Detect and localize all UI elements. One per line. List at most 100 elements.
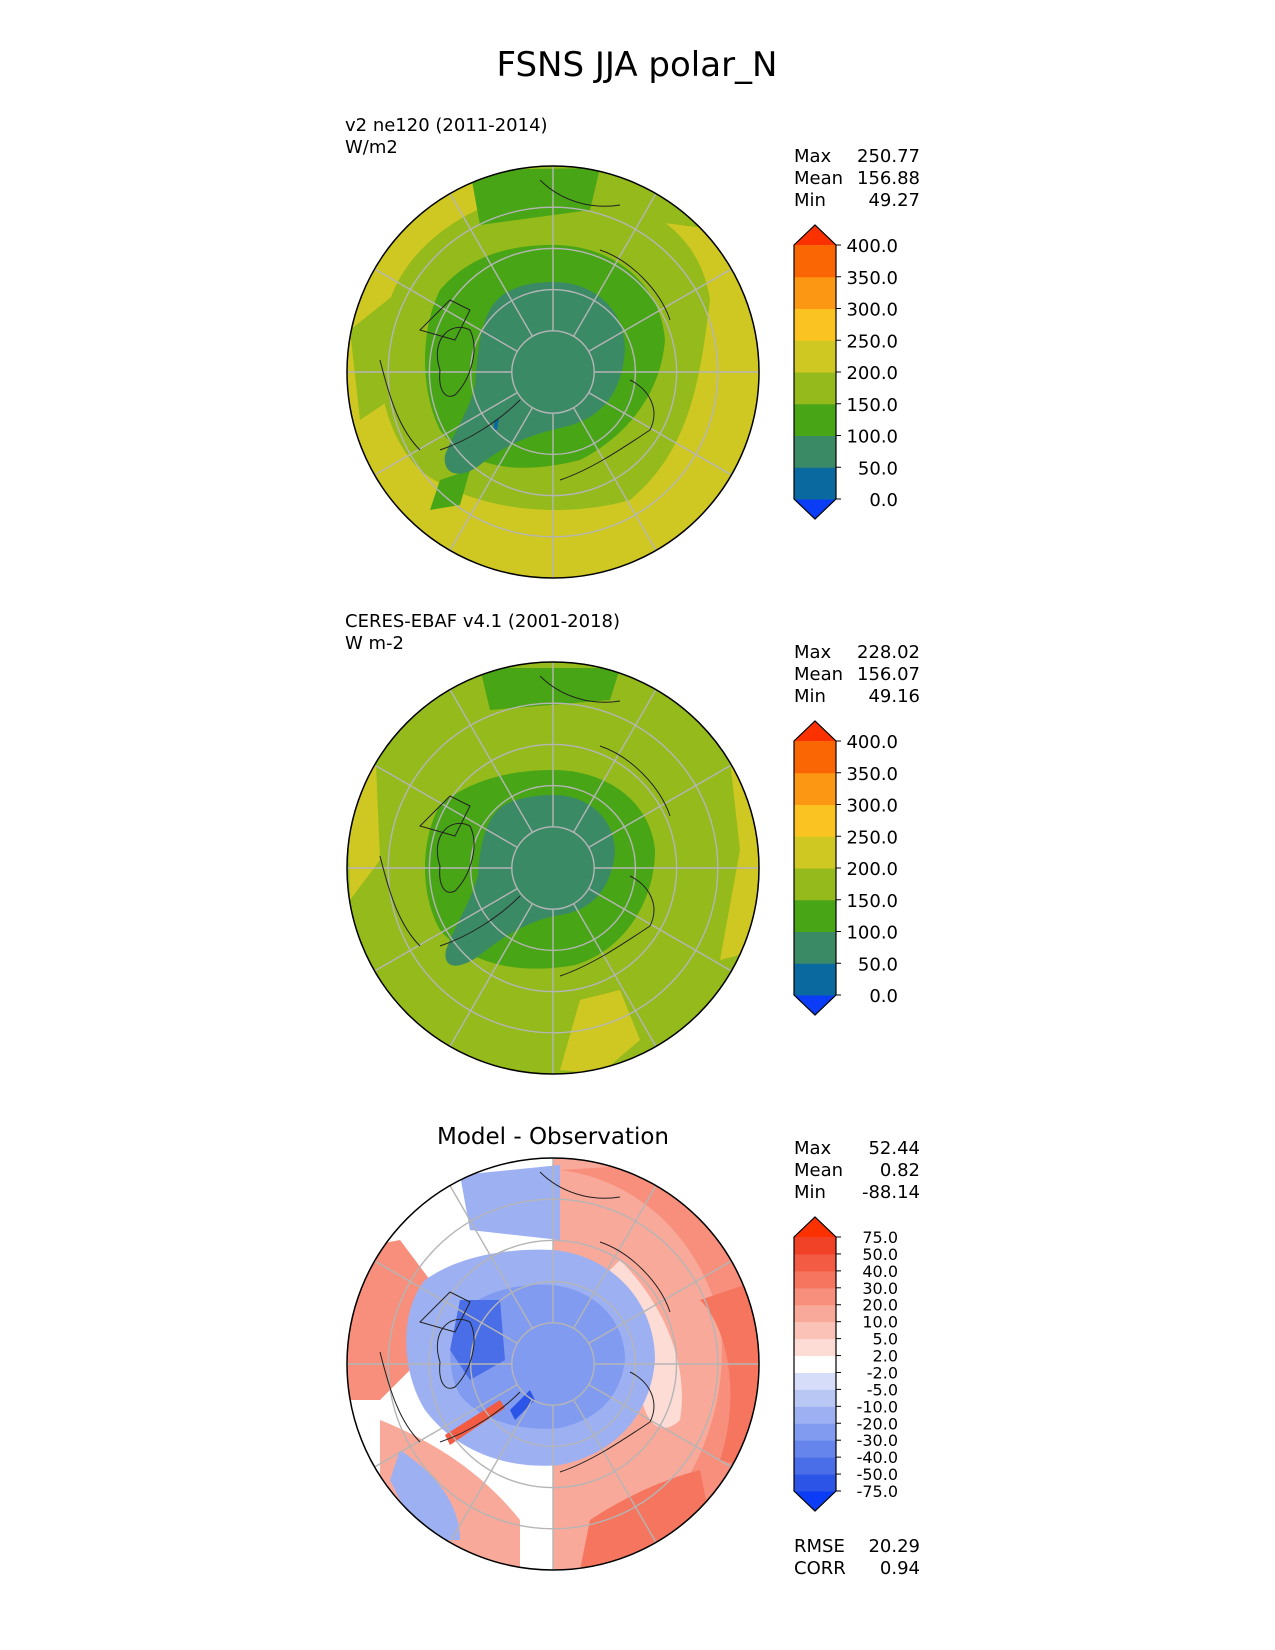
meridian-line bbox=[374, 268, 518, 353]
colorbar-segment bbox=[794, 467, 836, 500]
colorbar-segment bbox=[794, 245, 836, 278]
colorbar-tick-label: 350.0 bbox=[846, 268, 898, 289]
panel-reference-max-value: 228.02 bbox=[857, 642, 920, 663]
panel-reference-colorbar: 0.0 50.0 100.0 150.0 200.0 250.0 300.0 350.0 400… bbox=[793, 720, 898, 1016]
meridian-line bbox=[374, 391, 518, 476]
coastline bbox=[436, 1318, 475, 1389]
colorbar-segment bbox=[794, 1474, 836, 1492]
colorbar-tick-label: 300.0 bbox=[846, 300, 898, 321]
coastline bbox=[539, 179, 671, 321]
colorbar-segment bbox=[794, 372, 836, 405]
colorbar-tick-label: 5.0 bbox=[873, 1330, 898, 1349]
colorbar-tick-label: 20.0 bbox=[862, 1296, 898, 1315]
coastline bbox=[539, 675, 671, 817]
panel-test-mean-label: Mean bbox=[794, 168, 843, 189]
colorbar-segment bbox=[794, 308, 836, 341]
colorbar-tick-label: -40.0 bbox=[857, 1448, 898, 1467]
meridian-line bbox=[374, 1260, 518, 1345]
colorbar-tick-label: -2.0 bbox=[867, 1364, 898, 1383]
meridian-line bbox=[588, 391, 732, 476]
meridian-line bbox=[449, 689, 534, 833]
meridian-line bbox=[588, 268, 732, 353]
panel-diff-rmse-label: RMSE bbox=[794, 1536, 845, 1557]
colorbar-segment bbox=[794, 1372, 836, 1390]
panel-diff-boundary bbox=[346, 1157, 760, 1571]
coastline bbox=[379, 855, 655, 947]
colorbar-tick-label: 250.0 bbox=[846, 331, 898, 352]
meridian-line bbox=[374, 887, 518, 972]
colorbar-tick-label: 75.0 bbox=[862, 1228, 898, 1247]
colorbar-tick-label: 400.0 bbox=[846, 236, 898, 257]
map-graticule-1 bbox=[347, 662, 759, 1074]
panel-diff: Model - Observation Max 52.44 Mean 0.82 … bbox=[346, 1124, 920, 1579]
panel-test-title: v2 ne120 (2011-2014) bbox=[345, 115, 548, 136]
colorbar-segment bbox=[794, 1270, 836, 1289]
colorbar-segment bbox=[794, 403, 836, 436]
coastline bbox=[419, 795, 471, 837]
colorbar-segment bbox=[794, 1237, 836, 1255]
colorbar-segment bbox=[794, 868, 836, 901]
meridian-line bbox=[572, 193, 657, 337]
panel-diff-colorbar: -75.0-50.0-40.0-30.0-20.0-10.0-5.0-2.02.… bbox=[793, 1216, 898, 1512]
panel-test-mean-value: 156.88 bbox=[857, 168, 920, 189]
colorbar-extension-min bbox=[794, 995, 836, 1015]
colorbar-tick-label: 50.0 bbox=[858, 954, 898, 975]
panel-diff-corr-value: 0.94 bbox=[880, 1558, 920, 1579]
colorbar-tick-label: 100.0 bbox=[846, 923, 898, 944]
panel-reference-min-label: Min bbox=[794, 686, 826, 707]
panel-diff-min-label: Min bbox=[794, 1182, 826, 1203]
colorbar-segment bbox=[794, 1287, 836, 1306]
meridian-line bbox=[449, 193, 534, 337]
panel-test-min-value: 49.27 bbox=[868, 190, 920, 211]
meridian-line bbox=[449, 407, 534, 551]
colorbar-segment bbox=[794, 340, 836, 373]
colorbar-tick-label: -10.0 bbox=[857, 1397, 898, 1416]
colorbar-tick-label: 300.0 bbox=[846, 796, 898, 817]
panel-diff-min-value: -88.14 bbox=[862, 1182, 920, 1203]
colorbar-segment bbox=[794, 1440, 836, 1458]
colorbar-segment bbox=[794, 741, 836, 774]
panel-test-colorbar: 0.0 50.0 100.0 150.0 200.0 250.0 300.0 350.0 400… bbox=[793, 224, 898, 520]
map-graticule-0 bbox=[347, 166, 759, 578]
panel-reference-map bbox=[347, 662, 759, 1074]
colorbar-tick-label: 150.0 bbox=[846, 891, 898, 912]
colorbar-segment bbox=[794, 804, 836, 837]
colorbar-segment bbox=[794, 963, 836, 996]
panel-diff-title: Model - Observation bbox=[437, 1124, 669, 1150]
colorbar-tick-label: 2.0 bbox=[873, 1347, 898, 1366]
colorbar-tick-label: -20.0 bbox=[857, 1414, 898, 1433]
meridian-line bbox=[588, 764, 732, 849]
panel-reference-max-label: Max bbox=[794, 642, 832, 663]
panel-test-max-label: Max bbox=[794, 146, 832, 167]
colorbar-tick-label: 350.0 bbox=[846, 764, 898, 785]
colorbar-segment bbox=[794, 899, 836, 932]
panel-reference: CERES-EBAF v4.1 (2001-2018) W m-2 Max 22… bbox=[345, 611, 920, 1075]
panel-reference-title: CERES-EBAF v4.1 (2001-2018) bbox=[345, 611, 620, 632]
colorbar-tick-label: 50.0 bbox=[858, 458, 898, 479]
meridian-line bbox=[572, 407, 657, 551]
coastline bbox=[439, 895, 651, 977]
coastline bbox=[436, 326, 475, 397]
panel-diff-mean-label: Mean bbox=[794, 1160, 843, 1181]
colorbar-tick-label: 30.0 bbox=[862, 1279, 898, 1298]
meridian-line bbox=[449, 903, 534, 1047]
colorbar-extension-min bbox=[794, 499, 836, 519]
panel-diff-corr-label: CORR bbox=[794, 1558, 846, 1579]
panel-diff-rmse-value: 20.29 bbox=[868, 1536, 920, 1557]
colorbar-segment bbox=[794, 435, 836, 468]
coastline bbox=[419, 299, 471, 341]
colorbar-tick-label: 0.0 bbox=[869, 986, 898, 1007]
meridian-line bbox=[449, 1185, 534, 1329]
coastline bbox=[436, 822, 475, 893]
map-graticule-2 bbox=[347, 1158, 759, 1570]
panel-diff-max-value: 52.44 bbox=[868, 1138, 920, 1159]
colorbar-extension-max bbox=[794, 1217, 836, 1237]
panel-test-min-label: Min bbox=[794, 190, 826, 211]
colorbar-segment bbox=[794, 1355, 836, 1373]
panel-diff-mean-value: 0.82 bbox=[880, 1160, 920, 1181]
colorbar-segment bbox=[794, 1253, 836, 1272]
meridian-line bbox=[588, 1383, 732, 1468]
panel-test-max-value: 250.77 bbox=[857, 146, 920, 167]
panel-reference-mean-value: 156.07 bbox=[857, 664, 920, 685]
panel-reference-boundary bbox=[346, 661, 760, 1075]
